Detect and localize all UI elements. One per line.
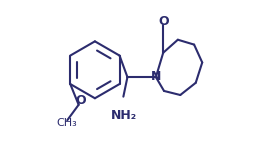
- Text: CH₃: CH₃: [56, 118, 77, 128]
- Text: NH₂: NH₂: [111, 109, 137, 122]
- Text: N: N: [151, 70, 161, 83]
- Text: O: O: [75, 94, 86, 107]
- Text: O: O: [158, 15, 169, 28]
